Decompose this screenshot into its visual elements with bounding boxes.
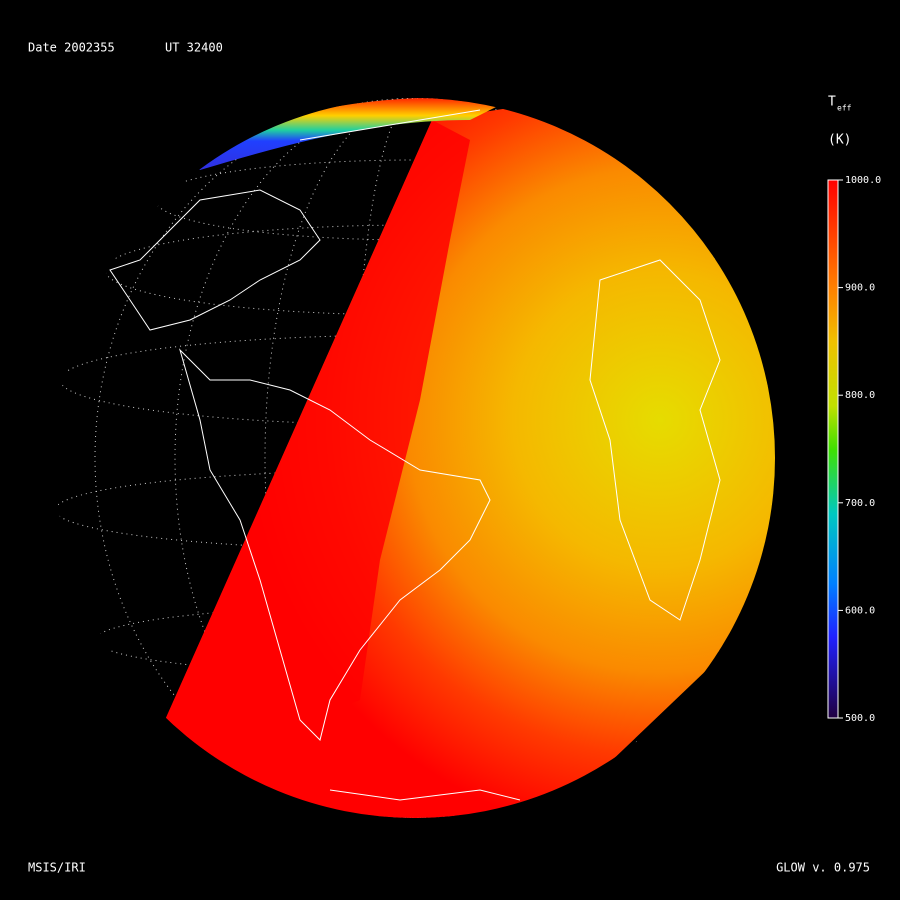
ut-label: UT 32400 <box>165 41 223 55</box>
colorbar-tick-label: 700.0 <box>845 498 875 509</box>
terminator-band <box>165 120 470 760</box>
colorbar-tick-label: 1000.0 <box>845 175 881 186</box>
version-label: GLOW v. 0.975 <box>776 861 870 875</box>
colorbar-tick-label: 500.0 <box>845 713 875 724</box>
colorbar-tick-label: 600.0 <box>845 605 875 616</box>
coastlines <box>109 109 721 801</box>
aurora <box>190 98 510 170</box>
date-label: Date 2002355 <box>28 41 115 55</box>
colorbar-subscript: eff <box>837 104 852 113</box>
colorbar: T eff (K) 1000.0 900.0 800.0 700.0 600.0 500.… <box>827 95 881 724</box>
colorbar-scale <box>827 179 839 719</box>
colorbar-tick-label: 800.0 <box>845 390 875 401</box>
colorbar-symbol: T <box>828 95 836 110</box>
globe <box>55 98 775 818</box>
colorbar-unit: (K) <box>828 133 851 148</box>
model-label: MSIS/IRI <box>28 861 86 875</box>
colorbar-tick-label: 900.0 <box>845 283 875 294</box>
